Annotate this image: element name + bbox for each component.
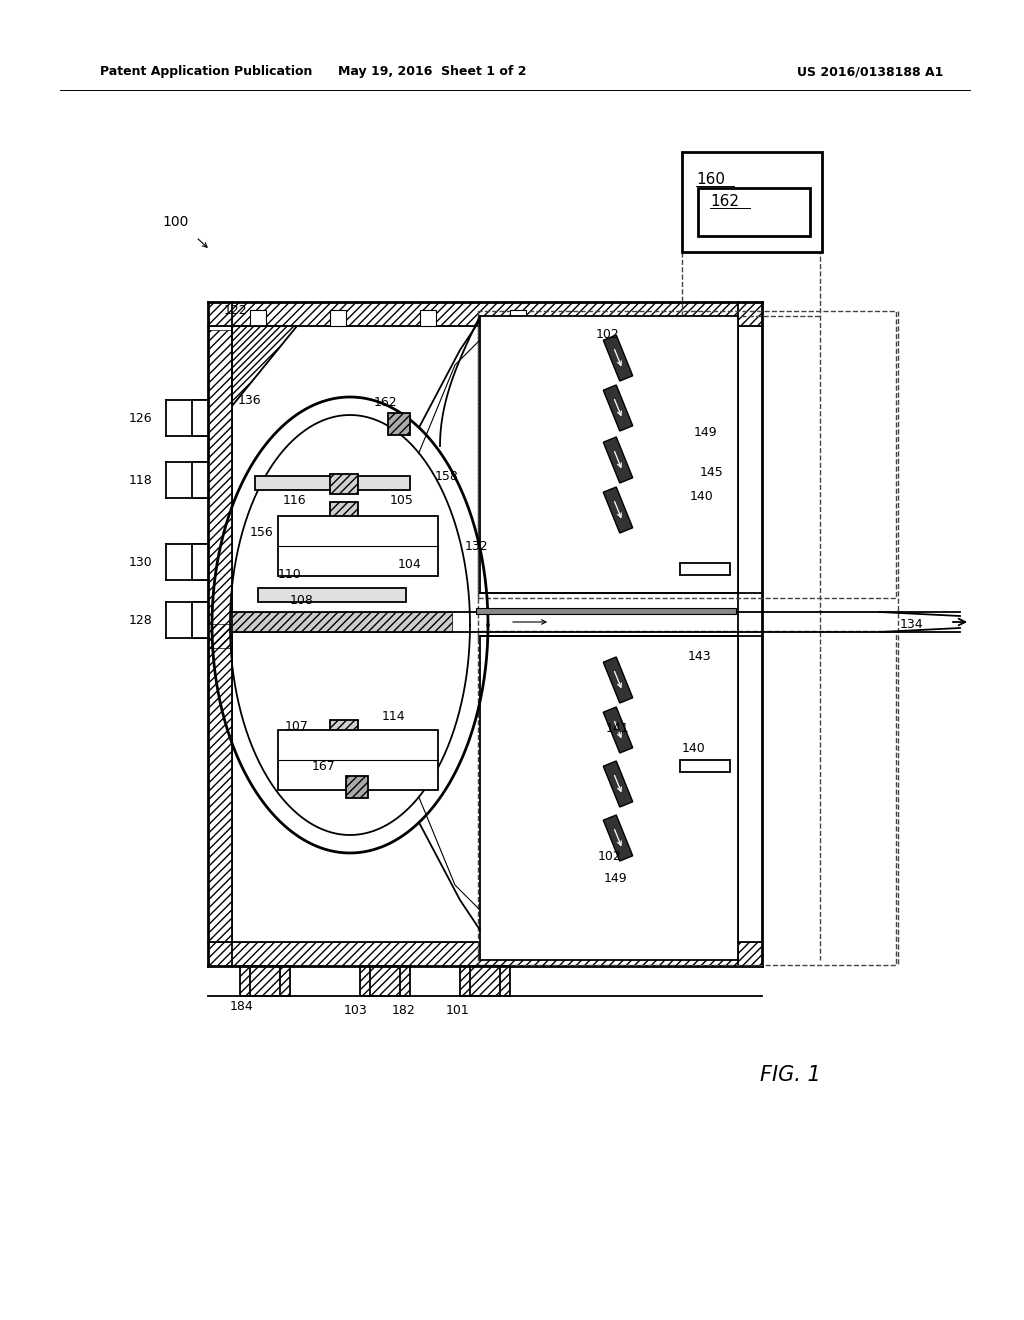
- Text: 141: 141: [606, 722, 630, 734]
- Text: 140: 140: [690, 490, 714, 503]
- Bar: [330, 719, 358, 741]
- Text: 100: 100: [162, 215, 188, 228]
- Polygon shape: [603, 657, 633, 704]
- Text: 122: 122: [224, 304, 248, 317]
- Bar: [193, 602, 208, 638]
- Text: 162: 162: [710, 194, 739, 210]
- Text: 101: 101: [446, 1003, 470, 1016]
- Bar: [208, 624, 232, 942]
- Bar: [193, 462, 208, 498]
- Bar: [240, 966, 290, 997]
- Text: 162: 162: [374, 396, 397, 408]
- Polygon shape: [603, 437, 633, 483]
- Text: 132: 132: [465, 540, 488, 553]
- Text: 116: 116: [283, 494, 306, 507]
- Bar: [278, 730, 438, 789]
- Text: 105: 105: [390, 494, 414, 507]
- Text: 107: 107: [285, 719, 309, 733]
- Bar: [208, 942, 762, 966]
- Bar: [682, 152, 822, 252]
- Text: 126: 126: [128, 412, 152, 425]
- Text: 108: 108: [290, 594, 314, 606]
- Bar: [330, 502, 358, 521]
- Text: Patent Application Publication: Patent Application Publication: [100, 66, 312, 78]
- Text: 156: 156: [250, 525, 273, 539]
- Polygon shape: [603, 335, 633, 381]
- Bar: [208, 302, 762, 326]
- Bar: [680, 760, 730, 772]
- Text: 140: 140: [682, 742, 706, 755]
- Bar: [193, 544, 208, 579]
- Text: 145: 145: [700, 466, 724, 479]
- Text: 114: 114: [382, 710, 406, 722]
- Bar: [232, 612, 452, 632]
- Polygon shape: [603, 385, 633, 432]
- Text: FIG. 1: FIG. 1: [760, 1065, 820, 1085]
- Bar: [480, 315, 738, 593]
- Bar: [480, 636, 738, 960]
- Text: 102: 102: [596, 327, 620, 341]
- Bar: [478, 631, 896, 965]
- Text: 118: 118: [128, 474, 152, 487]
- Text: 158: 158: [435, 470, 459, 483]
- Bar: [476, 609, 736, 614]
- Polygon shape: [603, 487, 633, 533]
- Bar: [330, 310, 346, 326]
- Bar: [208, 330, 232, 648]
- Text: 134: 134: [900, 618, 924, 631]
- Bar: [360, 966, 410, 997]
- Polygon shape: [603, 760, 633, 807]
- Bar: [388, 413, 410, 436]
- Text: 167: 167: [312, 759, 336, 772]
- Text: 149: 149: [694, 425, 718, 438]
- Text: 184: 184: [230, 999, 254, 1012]
- Bar: [698, 187, 810, 236]
- Bar: [420, 310, 436, 326]
- Bar: [258, 587, 406, 602]
- Text: 130: 130: [128, 556, 152, 569]
- Text: US 2016/0138188 A1: US 2016/0138188 A1: [797, 66, 943, 78]
- Text: May 19, 2016  Sheet 1 of 2: May 19, 2016 Sheet 1 of 2: [338, 66, 526, 78]
- Polygon shape: [603, 708, 633, 752]
- Polygon shape: [603, 814, 633, 861]
- Text: 143: 143: [688, 649, 712, 663]
- Bar: [510, 310, 526, 326]
- Bar: [680, 564, 730, 576]
- Bar: [330, 474, 358, 494]
- Bar: [330, 742, 358, 762]
- Bar: [255, 477, 410, 490]
- Text: 160: 160: [696, 173, 725, 187]
- Bar: [460, 966, 510, 997]
- Text: 149: 149: [604, 871, 628, 884]
- Bar: [346, 776, 368, 799]
- Text: 182: 182: [392, 1003, 416, 1016]
- Text: 136: 136: [238, 393, 261, 407]
- Text: 110: 110: [278, 568, 302, 581]
- Bar: [278, 516, 438, 576]
- Text: 102: 102: [598, 850, 622, 862]
- Text: 128: 128: [128, 614, 152, 627]
- Bar: [193, 400, 208, 436]
- Bar: [250, 310, 266, 326]
- Bar: [478, 312, 896, 598]
- Text: 104: 104: [398, 558, 422, 572]
- Text: 103: 103: [344, 1003, 368, 1016]
